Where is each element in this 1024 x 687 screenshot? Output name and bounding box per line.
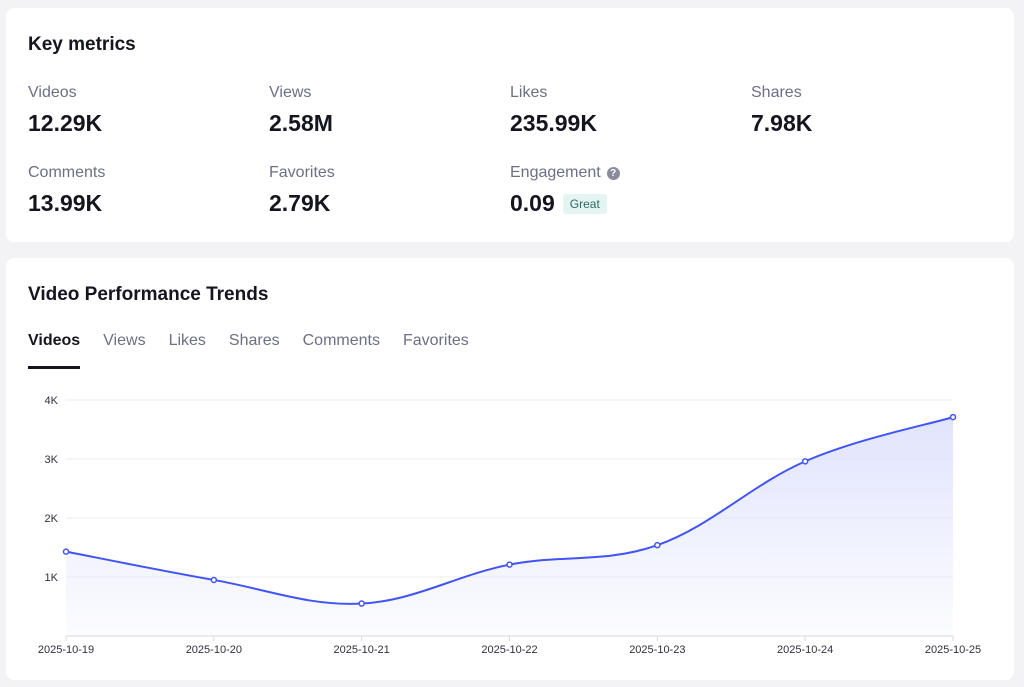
metric-label: Videos (28, 84, 77, 101)
metric-value: 2.58M (269, 110, 333, 136)
y-tick-label: 2K (45, 513, 59, 525)
series-area (66, 417, 953, 636)
data-point (506, 561, 513, 568)
metric-value: 235.99K (510, 110, 597, 136)
tab-views[interactable]: Views (103, 332, 146, 349)
metric-engagement: Engagement ? 0.09 Great (510, 164, 620, 217)
metric-comments: Comments 13.99K (28, 164, 105, 217)
engagement-label: Engagement (510, 164, 601, 181)
engagement-value: 0.09 (510, 190, 555, 216)
data-point (949, 413, 957, 421)
metric-videos: Videos 12.29K (28, 84, 102, 137)
metric-label: Views (269, 84, 312, 101)
x-tick-label: 2025-10-21 (334, 644, 390, 656)
metric-value: 0.09 Great (510, 190, 620, 217)
metric-label: Comments (28, 164, 106, 181)
metric-label: Shares (751, 84, 802, 101)
metric-value: 7.98K (751, 110, 813, 136)
data-point (801, 458, 809, 465)
x-tick-label: 2025-10-22 (481, 644, 537, 656)
status-badge: Great (562, 193, 607, 214)
metric-label: Engagement ? (510, 164, 620, 182)
data-point (358, 600, 365, 607)
metric-label: Favorites (269, 164, 335, 181)
metric-value: 12.29K (28, 110, 103, 136)
metric-shares: Shares 7.98K (751, 84, 812, 137)
metric-value: 13.99K (28, 190, 103, 216)
tab-shares[interactable]: Shares (228, 332, 280, 349)
tab-likes[interactable]: Likes (168, 332, 206, 349)
metric-label: Likes (510, 84, 548, 101)
y-tick-label: 3K (45, 454, 59, 466)
metric-value: 2.79K (269, 190, 331, 216)
key-metrics-title: Key metrics (28, 34, 136, 55)
y-tick-label: 4K (45, 395, 59, 407)
data-point (62, 548, 70, 555)
question-circle-icon[interactable]: ? (606, 166, 620, 180)
trends-title: Video Performance Trends (28, 284, 269, 305)
x-tick-label: 2025-10-24 (777, 644, 833, 656)
metric-favorites: Favorites 2.79K (269, 164, 335, 217)
trends-card: Video Performance Trends Videos Views Li… (6, 258, 1014, 680)
x-tick-label: 2025-10-19 (38, 644, 94, 656)
x-tick-label: 2025-10-25 (925, 644, 981, 656)
tab-comments[interactable]: Comments (302, 332, 380, 349)
metric-likes: Likes 235.99K (510, 84, 597, 137)
tab-videos[interactable]: Videos (28, 332, 81, 369)
data-point (654, 541, 661, 549)
x-tick-label: 2025-10-20 (186, 644, 242, 656)
tab-favorites[interactable]: Favorites (402, 332, 469, 349)
key-metrics-card: Key metrics Videos 12.29K Views 2.58M Li… (6, 8, 1014, 242)
x-tick-label: 2025-10-23 (629, 644, 685, 656)
y-tick-label: 1K (45, 572, 59, 584)
trends-tabs: Videos Views Likes Shares Comments Favor… (28, 332, 469, 369)
metric-views: Views 2.58M (269, 84, 333, 137)
data-point (210, 576, 218, 584)
trends-chart: 1K 2K 3K 4K 2025-10-19 2025-10-20 2025-10-21 20… (38, 395, 981, 656)
